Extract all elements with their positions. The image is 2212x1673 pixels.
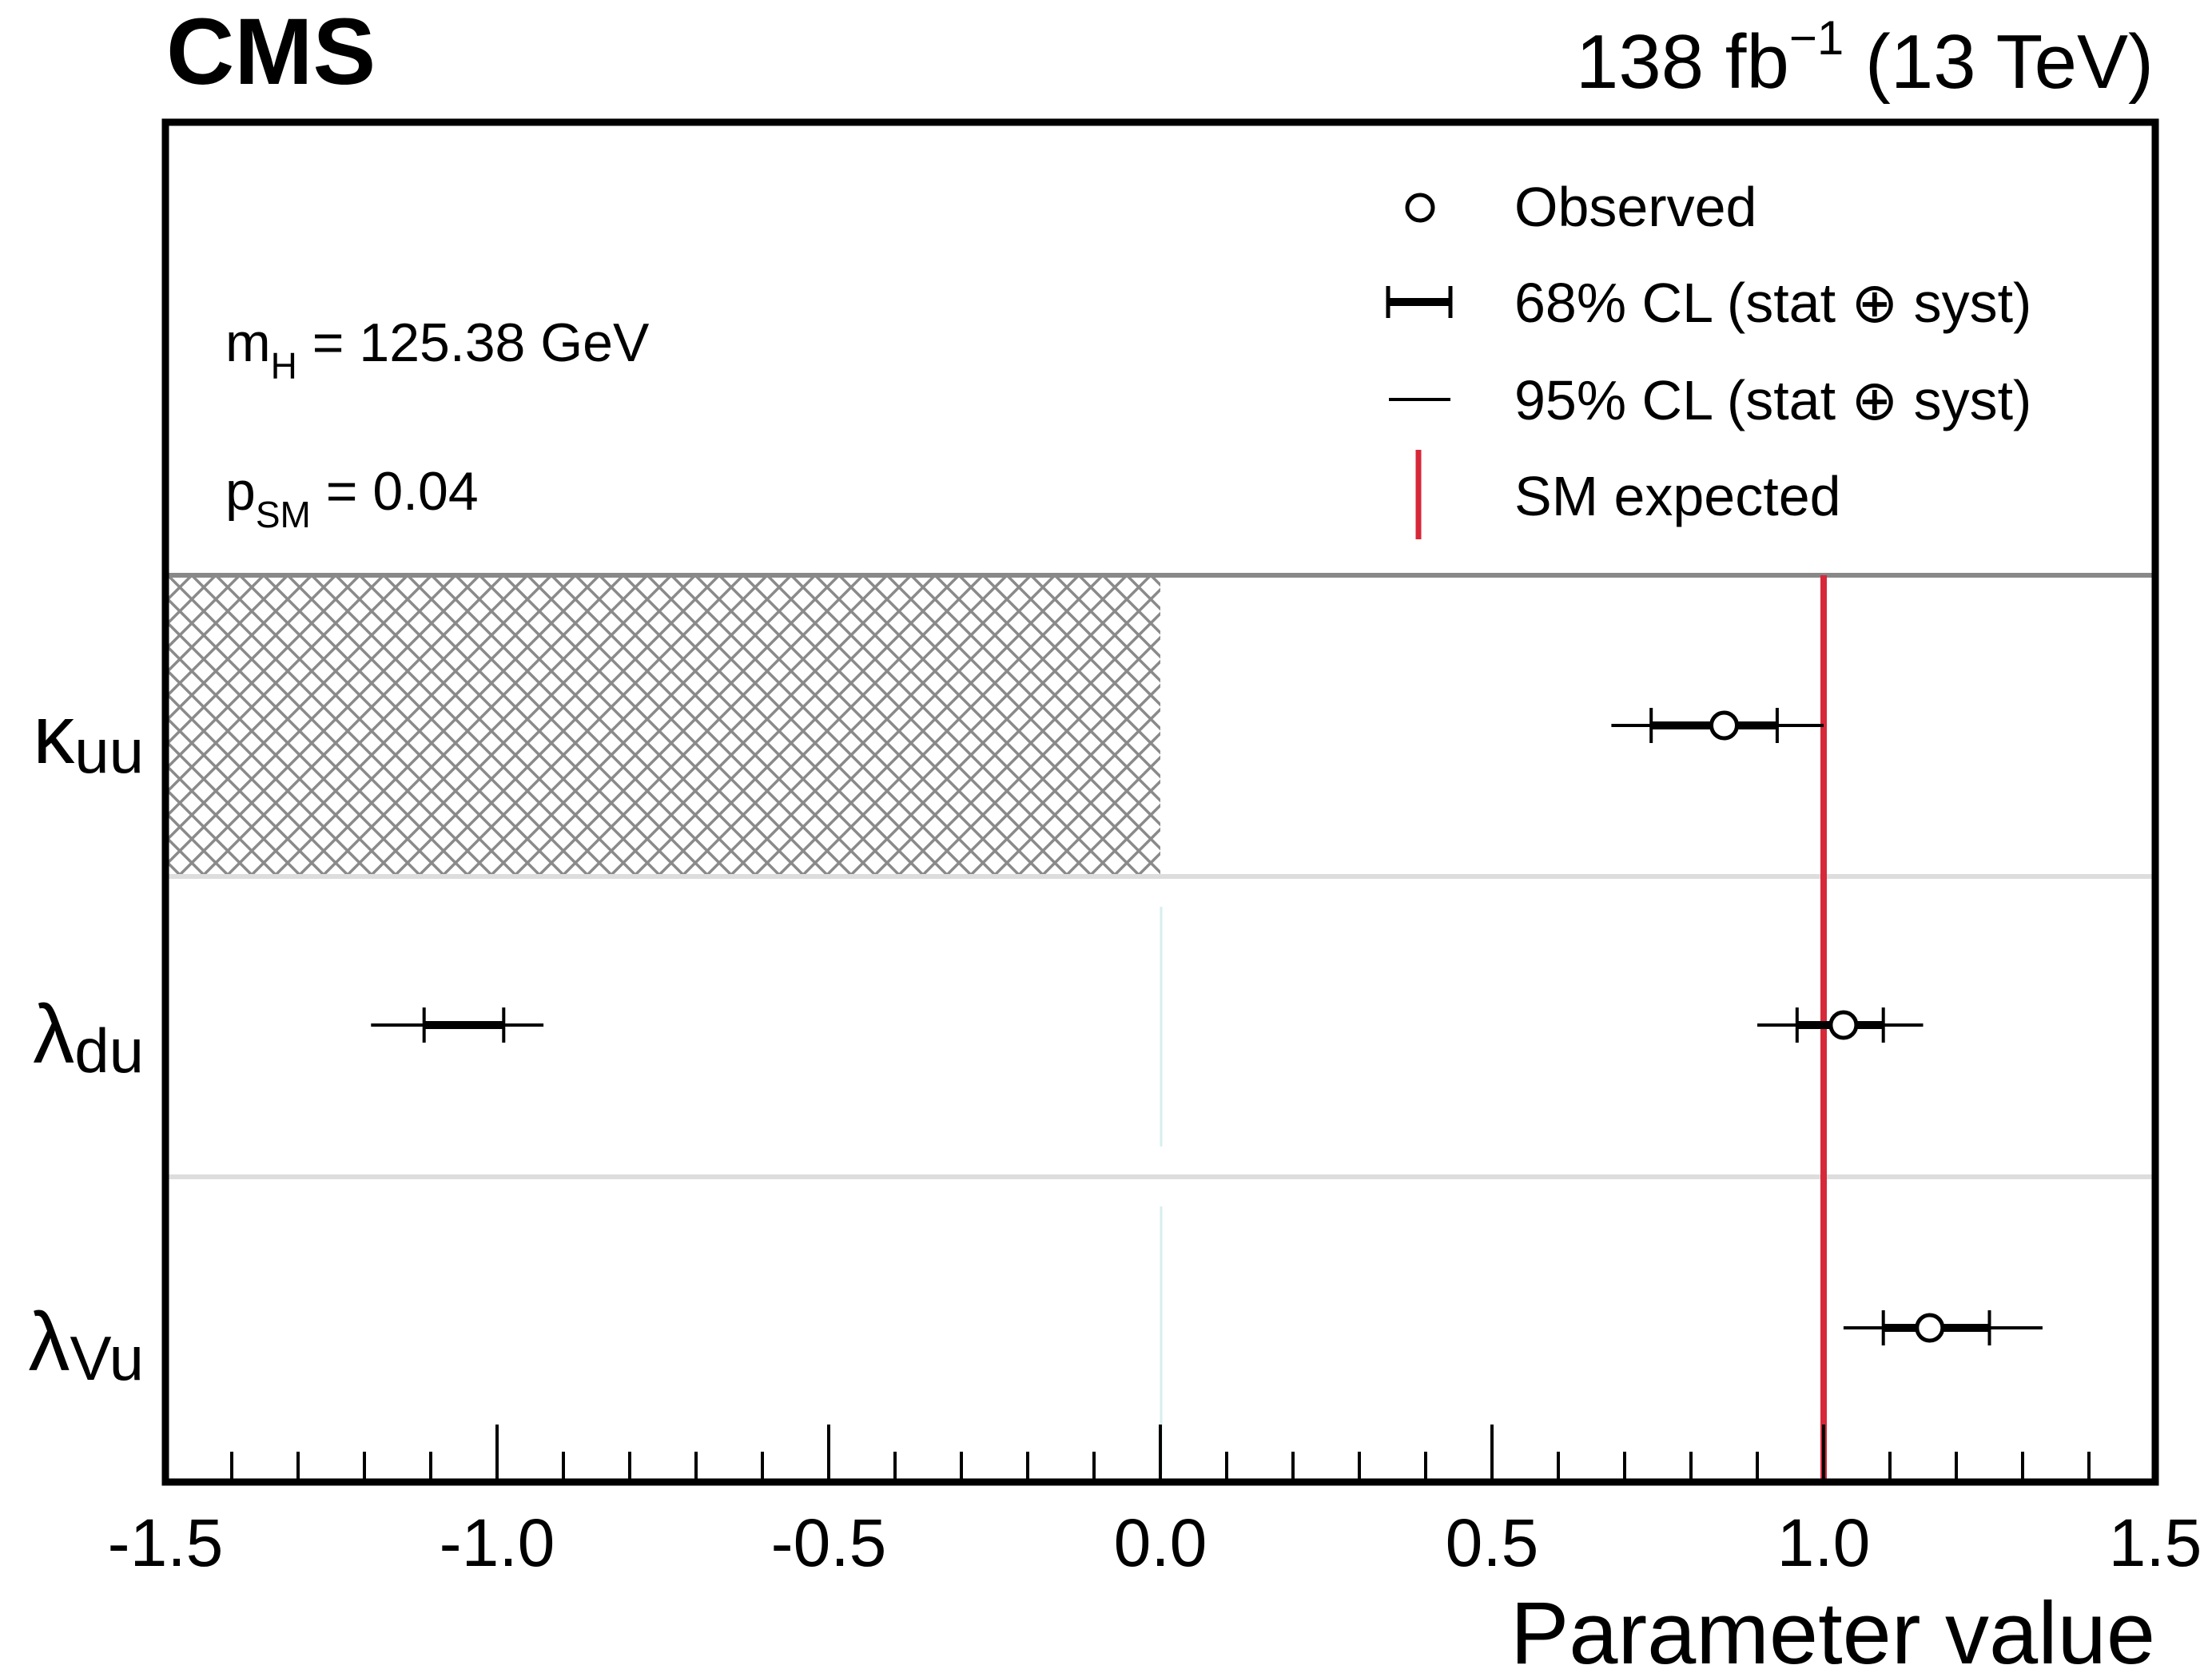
legend-observed-label: Observed	[1514, 176, 1756, 238]
parameter-row-2: λVu	[28, 1296, 2043, 1393]
legend-95-label: 95% CL (stat ⊕ syst)	[1514, 369, 2031, 431]
x-tick-label: -0.5	[771, 1505, 887, 1580]
x-tick-label: 1.5	[2109, 1505, 2202, 1580]
parameter-row-1: λdu	[33, 988, 1924, 1086]
best-fit-marker	[1915, 1313, 1945, 1343]
parameter-label-2: λVu	[28, 1296, 144, 1393]
best-fit-marker	[1709, 710, 1739, 741]
p-sm-label: pSM = 0.04	[225, 461, 479, 535]
parameter-row-0: κuu	[33, 689, 1824, 786]
x-axis-title: Parameter value	[1510, 1584, 2155, 1673]
legend-observed-marker	[1405, 193, 1435, 223]
x-tick-label: 0.5	[1446, 1505, 1539, 1580]
experiment-label: CMS	[166, 0, 376, 105]
excluded-region-hatch	[165, 575, 1160, 876]
lumi-label: 138 fb−1 (13 TeV)	[1576, 11, 2154, 105]
parameter-label-symbol: κ	[33, 689, 75, 781]
plot-frame	[161, 118, 2159, 1486]
parameter-label-0: κuu	[33, 689, 144, 786]
x-axis-ticks: -1.5 -1.0 -0.5 0.0 0.5 1.0 1.5	[108, 1425, 2202, 1580]
parameter-label-subscript: uu	[74, 716, 144, 786]
legend: Observed 68% CL (stat ⊕ syst) 95% CL (st…	[1386, 176, 2031, 539]
legend-sm-label: SM expected	[1514, 465, 1841, 527]
parameter-label-symbol: λ	[28, 1296, 70, 1389]
best-fit-marker	[1828, 1010, 1859, 1040]
x-tick-label: -1.5	[108, 1505, 224, 1580]
x-tick-label: 0.0	[1114, 1505, 1207, 1580]
higgs-mass-label: mH = 125.38 GeV	[225, 312, 650, 387]
parameter-label-symbol: λ	[33, 988, 74, 1081]
parameter-label-subscript: du	[74, 1015, 144, 1086]
x-tick-label: -1.0	[440, 1505, 555, 1580]
parameter-label-1: λdu	[33, 988, 144, 1086]
legend-68-label: 68% CL (stat ⊕ syst)	[1514, 272, 2031, 334]
x-tick-label: 1.0	[1777, 1505, 1871, 1580]
parameter-label-subscript: Vu	[70, 1323, 144, 1393]
